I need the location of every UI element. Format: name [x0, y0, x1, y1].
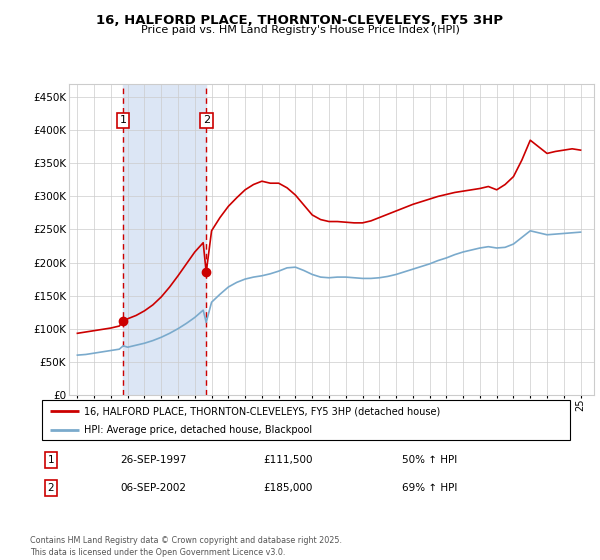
Text: 16, HALFORD PLACE, THORNTON-CLEVELEYS, FY5 3HP: 16, HALFORD PLACE, THORNTON-CLEVELEYS, F…	[97, 14, 503, 27]
Text: £111,500: £111,500	[263, 455, 313, 465]
Text: 06-SEP-2002: 06-SEP-2002	[120, 483, 186, 493]
FancyBboxPatch shape	[42, 400, 570, 440]
Text: Price paid vs. HM Land Registry's House Price Index (HPI): Price paid vs. HM Land Registry's House …	[140, 25, 460, 35]
Text: 50% ↑ HPI: 50% ↑ HPI	[402, 455, 457, 465]
Text: 26-SEP-1997: 26-SEP-1997	[120, 455, 187, 465]
Text: 2: 2	[203, 115, 210, 125]
Text: £185,000: £185,000	[263, 483, 313, 493]
Text: 1: 1	[119, 115, 127, 125]
Text: Contains HM Land Registry data © Crown copyright and database right 2025.
This d: Contains HM Land Registry data © Crown c…	[30, 536, 342, 557]
Text: 1: 1	[47, 455, 55, 465]
Text: 16, HALFORD PLACE, THORNTON-CLEVELEYS, FY5 3HP (detached house): 16, HALFORD PLACE, THORNTON-CLEVELEYS, F…	[84, 407, 440, 417]
Text: 2: 2	[47, 483, 55, 493]
Text: HPI: Average price, detached house, Blackpool: HPI: Average price, detached house, Blac…	[84, 425, 313, 435]
Bar	[123, 84, 206, 395]
Text: 69% ↑ HPI: 69% ↑ HPI	[402, 483, 457, 493]
